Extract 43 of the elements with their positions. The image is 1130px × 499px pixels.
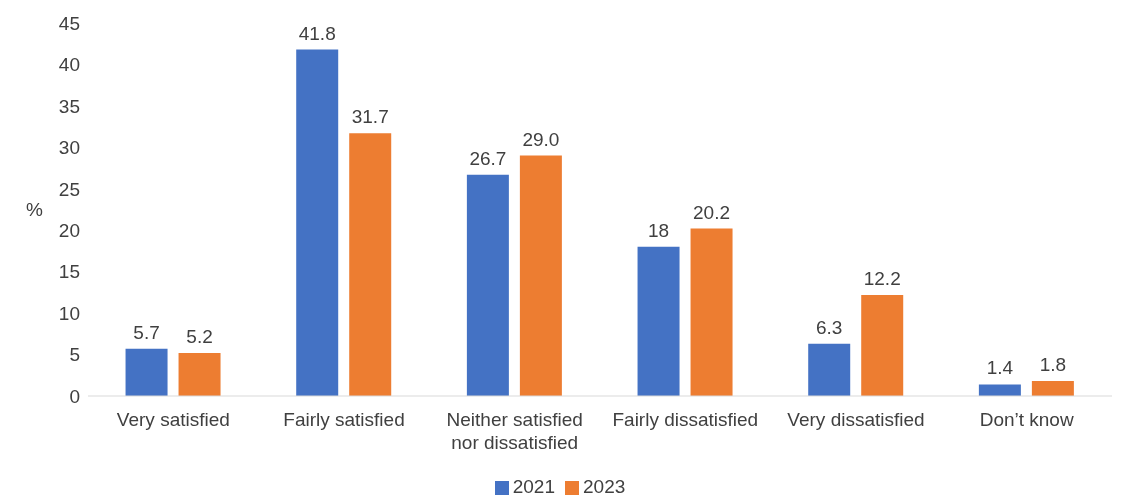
bar [178, 352, 221, 396]
y-tick-label: 30 [58, 137, 80, 159]
x-tick-label: Neither satisfied nor dissatisfied [446, 409, 583, 453]
bar [296, 49, 339, 396]
x-tick-label: Very dissatisfied [787, 409, 925, 430]
legend-label: 2021 [512, 476, 555, 497]
data-label: 12.2 [863, 267, 901, 289]
data-label: 5.2 [186, 325, 213, 347]
data-label: 26.7 [469, 147, 507, 169]
y-tick-label: 20 [58, 219, 80, 241]
data-label: 1.4 [986, 357, 1014, 379]
data-label: 5.7 [133, 321, 160, 343]
bar [861, 294, 904, 396]
bar [1031, 381, 1074, 396]
y-tick-label: 15 [58, 261, 80, 283]
legend-label: 2023 [583, 476, 626, 497]
y-axis-title: % [26, 199, 43, 221]
data-label: 29.0 [522, 128, 560, 150]
data-label: 41.8 [298, 22, 336, 44]
bar [978, 384, 1021, 396]
bar [466, 174, 509, 396]
y-tick-label: 5 [69, 344, 80, 366]
bar [349, 133, 392, 396]
bar [519, 155, 562, 396]
x-tick-label: Fairly dissatisfied [612, 409, 759, 430]
data-label: 20.2 [693, 201, 731, 223]
x-tick-label: Fairly satisfied [283, 409, 405, 430]
x-tick-label: Don’t know [979, 409, 1074, 430]
x-tick-label: Very satisfied [116, 409, 230, 430]
bar [125, 348, 168, 396]
y-tick-label: 35 [58, 95, 80, 117]
data-label: 6.3 [816, 316, 843, 338]
bar [808, 343, 851, 396]
y-tick-label: 10 [58, 302, 80, 324]
y-tick-label: 40 [58, 54, 80, 76]
data-label: 1.8 [1039, 354, 1067, 376]
data-label: 31.7 [351, 106, 389, 128]
data-label: 18 [647, 219, 670, 241]
bar [637, 246, 680, 396]
y-tick-label: 0 [69, 385, 80, 407]
bar [690, 228, 733, 396]
y-tick-label: 25 [58, 178, 80, 200]
y-tick-label: 45 [58, 12, 80, 34]
